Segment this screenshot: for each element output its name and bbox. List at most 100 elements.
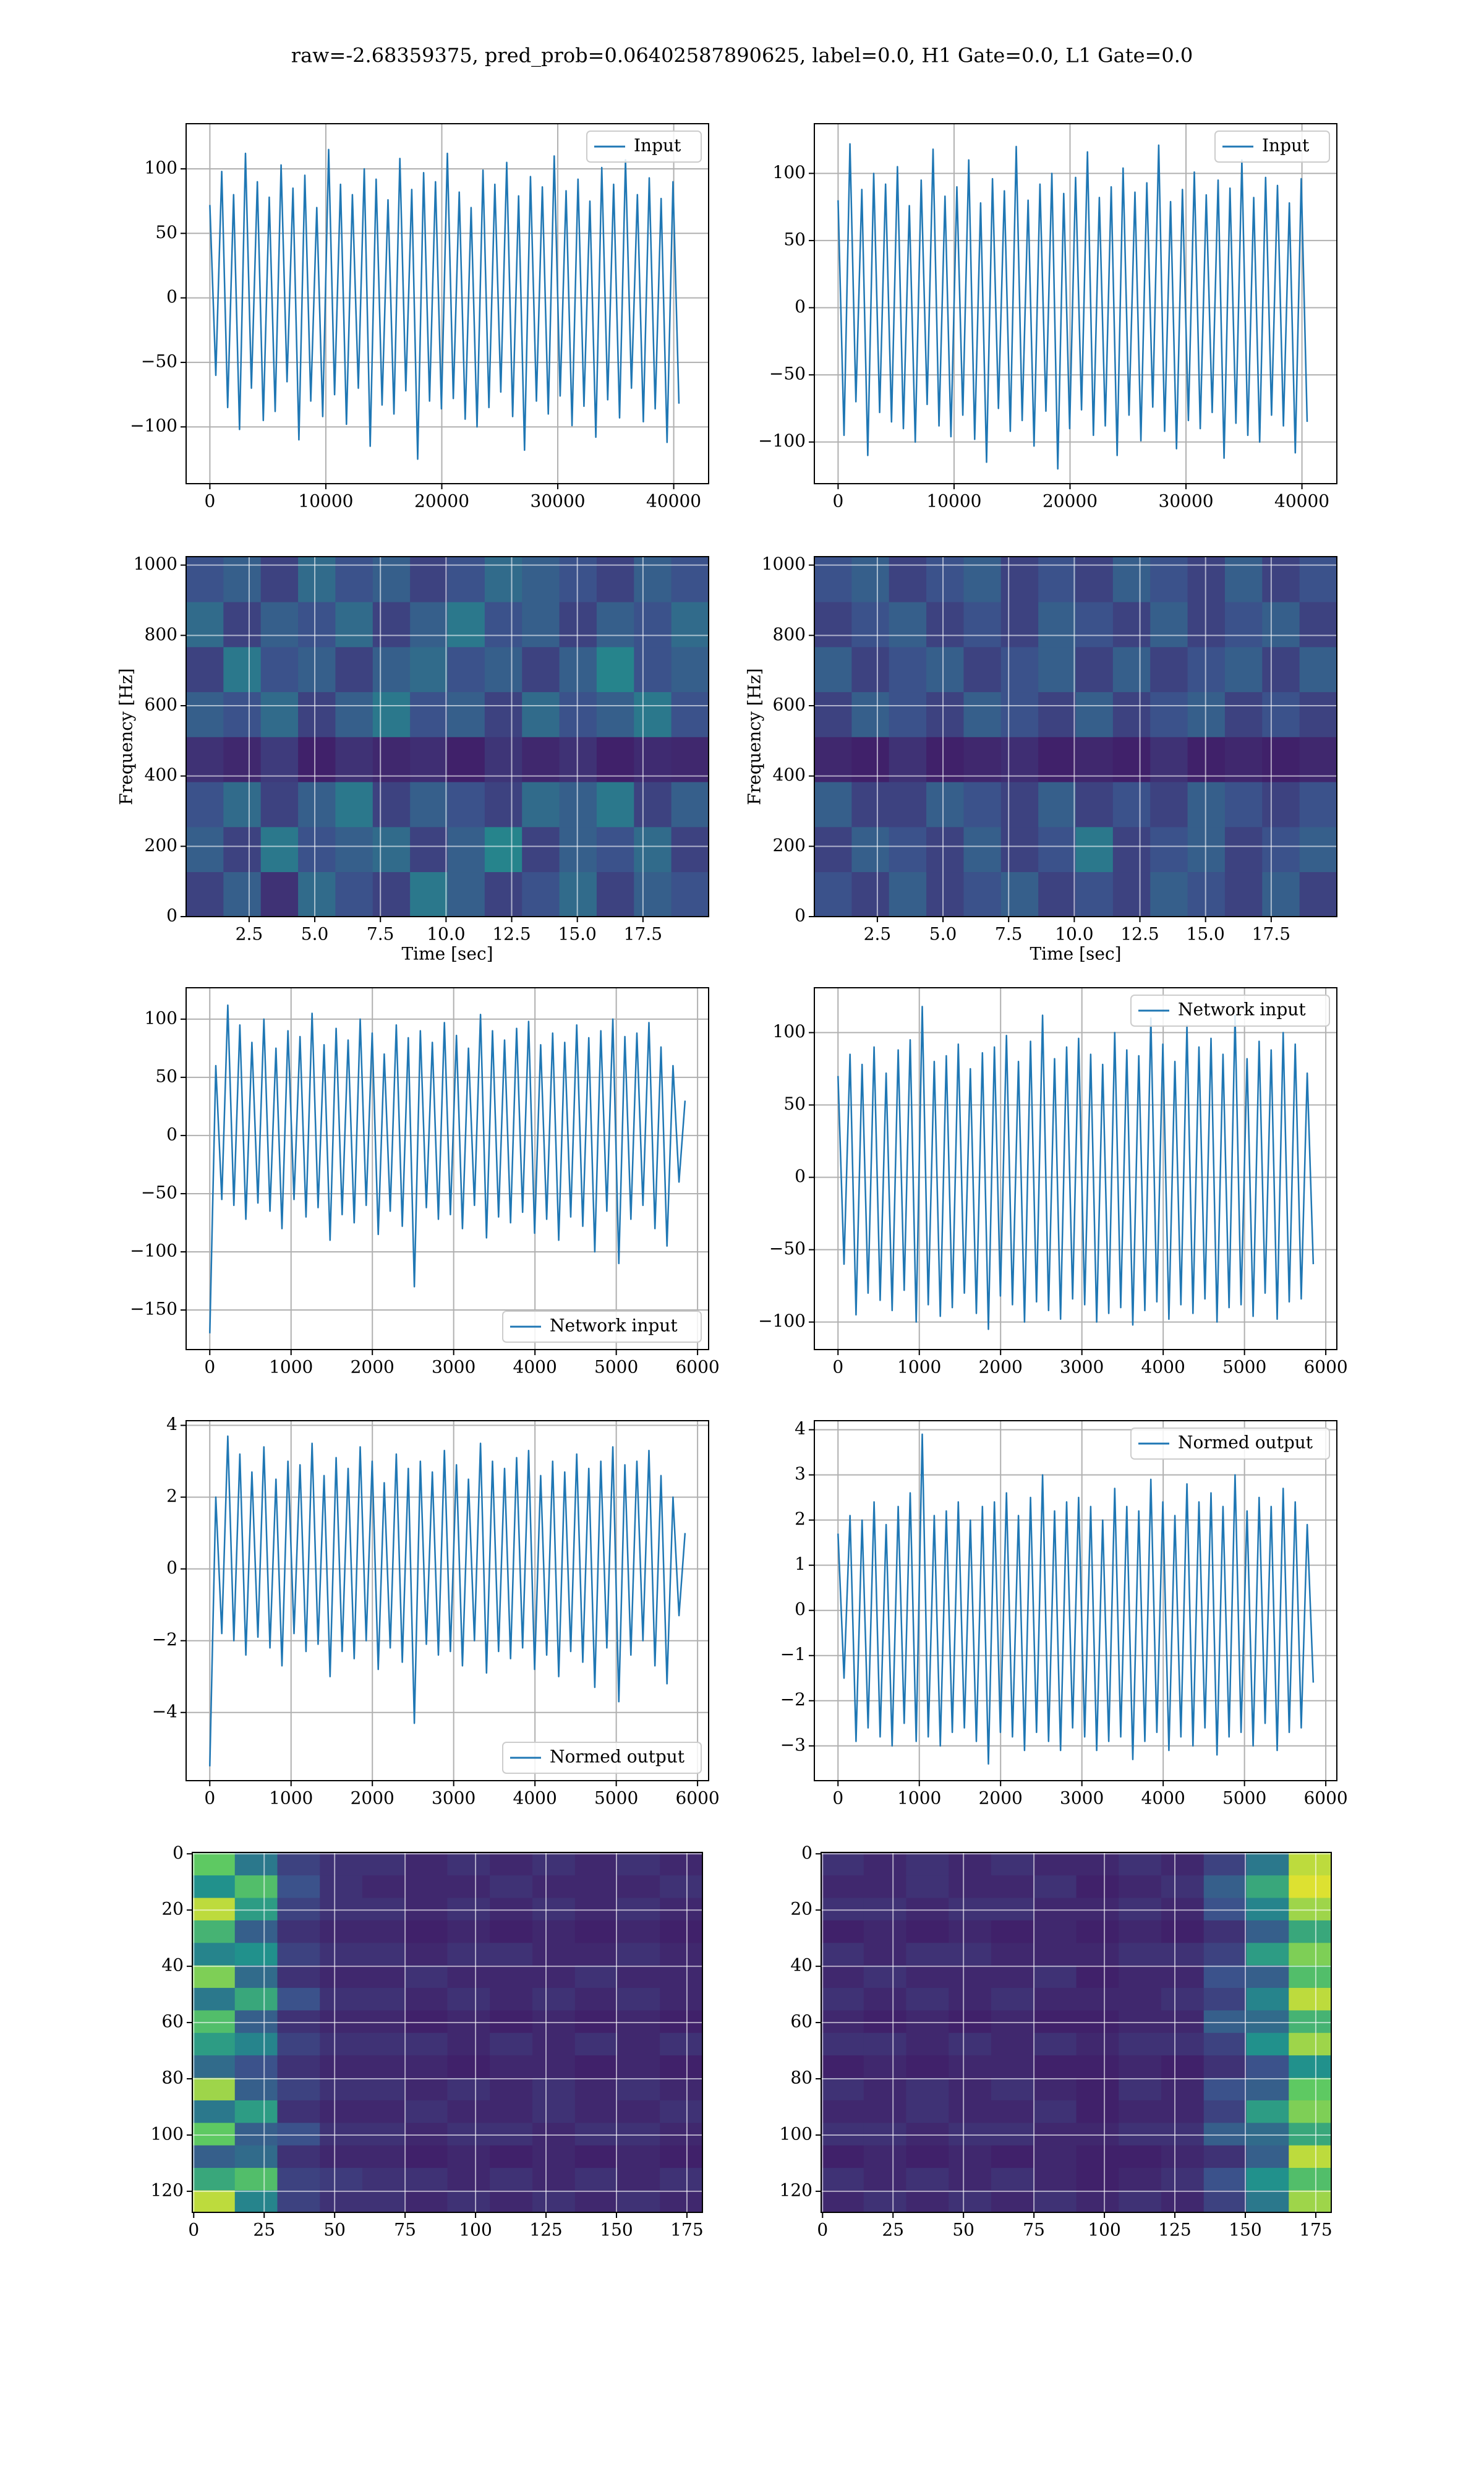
heatmap-cell xyxy=(404,1852,448,1876)
heatmap-cell xyxy=(532,1897,576,1920)
axes-frame xyxy=(814,987,1337,1350)
y-tick-label: −100 xyxy=(130,1240,177,1261)
heatmap-cell xyxy=(410,691,448,737)
heatmap-cell xyxy=(671,557,709,602)
heatmap-cell xyxy=(889,781,927,828)
heatmap-cell xyxy=(532,1942,576,1966)
y-tick-label: 20 xyxy=(790,1899,812,1919)
y-tick-label: 0 xyxy=(166,1557,177,1578)
heatmap-cell xyxy=(671,826,709,873)
heatmap-cell xyxy=(186,781,224,828)
x-tick-label: 25 xyxy=(253,2220,275,2240)
y-tick-label: 0 xyxy=(166,286,177,307)
heatmap-cell xyxy=(660,2032,702,2056)
heatmap-cell xyxy=(1203,1875,1247,1898)
heatmap-cell xyxy=(277,1852,321,1876)
heatmap-cell xyxy=(821,2055,864,2078)
heatmap-cell xyxy=(490,2167,533,2191)
heatmap-cell xyxy=(863,1852,907,1876)
legend-label: Network input xyxy=(550,1316,678,1336)
heatmap-cell xyxy=(1299,557,1337,602)
figure-title: raw=-2.68359375, pred_prob=0.06402587890… xyxy=(291,44,1193,67)
heatmap-cell xyxy=(821,1987,864,2011)
heatmap-cell xyxy=(1203,1852,1247,1876)
heatmap-cell xyxy=(522,871,560,917)
heatmap-cell xyxy=(320,2144,363,2168)
heatmap-cell xyxy=(596,601,635,648)
heatmap-cell xyxy=(234,1987,278,2011)
heatmap-cell xyxy=(949,1920,992,1943)
y-tick-label: 100 xyxy=(773,162,806,182)
heatmap-cell xyxy=(1187,737,1226,782)
heatmap-cell xyxy=(1076,1897,1120,1920)
heatmap-cell xyxy=(1289,2010,1331,2033)
heatmap-cell xyxy=(320,2167,363,2191)
x-tick-label: 50 xyxy=(952,2220,974,2240)
heatmap-cell xyxy=(532,1964,576,1988)
heatmap-cell xyxy=(186,646,224,693)
heatmap-cell xyxy=(949,1897,992,1920)
heatmap-cell xyxy=(634,737,672,782)
heatmap-cell xyxy=(234,1920,278,1943)
heatmap-cell xyxy=(574,2167,618,2191)
heatmap-cell xyxy=(1203,2122,1247,2146)
x-tick-label: 1000 xyxy=(897,1788,941,1808)
heatmap-cell xyxy=(335,871,373,917)
heatmap-cell xyxy=(490,1964,533,1988)
x-tick-label: 4000 xyxy=(513,1788,557,1808)
y-tick-label: 40 xyxy=(161,1955,184,1975)
heatmap-cell xyxy=(532,2144,576,2168)
heatmap-cell xyxy=(484,601,523,648)
axes-frame xyxy=(814,123,1337,484)
heatmap-cell xyxy=(1119,1942,1162,1966)
heatmap-cell xyxy=(1289,2144,1331,2168)
heatmap-cell xyxy=(889,871,927,917)
y-tick-label: 2 xyxy=(166,1486,177,1506)
heatmap-cell xyxy=(447,737,485,782)
heatmap-cell xyxy=(192,1875,236,1898)
heatmap-cell xyxy=(863,2167,907,2191)
heatmap-cell xyxy=(1299,601,1337,648)
y-tick-label: −3 xyxy=(780,1734,806,1755)
heatmap-cell xyxy=(372,601,411,648)
heatmap-cell xyxy=(660,1987,702,2011)
heatmap-cell xyxy=(1161,2077,1205,2100)
heatmap-cell xyxy=(1119,1852,1162,1876)
y-tick-label: 0 xyxy=(795,1166,806,1186)
heatmap-cell xyxy=(851,737,890,782)
heatmap-cell xyxy=(1075,557,1114,602)
heatmap-cell xyxy=(814,557,853,602)
heatmap-cell xyxy=(532,2032,576,2056)
heatmap-cell xyxy=(277,1897,321,1920)
heatmap-cell xyxy=(186,826,224,873)
heatmap-cell xyxy=(532,1875,576,1898)
heatmap-cell xyxy=(1161,2144,1205,2168)
heatmap-cell xyxy=(906,1987,950,2011)
heatmap-cell xyxy=(926,601,965,648)
heatmap-cell xyxy=(447,1987,491,2011)
heatmap-cell xyxy=(362,1964,406,1988)
heatmap-cell xyxy=(1161,1942,1205,1966)
heatmap-cell xyxy=(223,826,262,873)
y-tick-label: 80 xyxy=(790,2068,812,2088)
heatmap-cell xyxy=(490,2144,533,2168)
heatmap-cell xyxy=(1038,601,1077,648)
heatmap-cell xyxy=(1161,2189,1205,2212)
heatmap-cell xyxy=(671,691,709,737)
line-series xyxy=(209,1004,686,1333)
heatmap-cell xyxy=(277,2100,321,2123)
heatmap-cell xyxy=(949,1875,992,1898)
plot-area xyxy=(821,1852,1331,2212)
x-tick-label: 100 xyxy=(1088,2220,1120,2240)
heatmap-cell xyxy=(1119,1987,1162,2011)
heatmap-cell xyxy=(1161,1964,1205,1988)
heatmap-cell xyxy=(320,2189,363,2212)
legend-box xyxy=(1130,1427,1330,1460)
y-tick-label: 200 xyxy=(145,835,177,855)
heatmap-cell xyxy=(1076,2077,1120,2100)
heatmap-cell xyxy=(660,2100,702,2123)
heatmap-cell xyxy=(1161,1920,1205,1943)
heatmap-cell xyxy=(490,2010,533,2033)
heatmap-cell xyxy=(234,1942,278,1966)
y-tick-label: 60 xyxy=(790,2011,812,2032)
